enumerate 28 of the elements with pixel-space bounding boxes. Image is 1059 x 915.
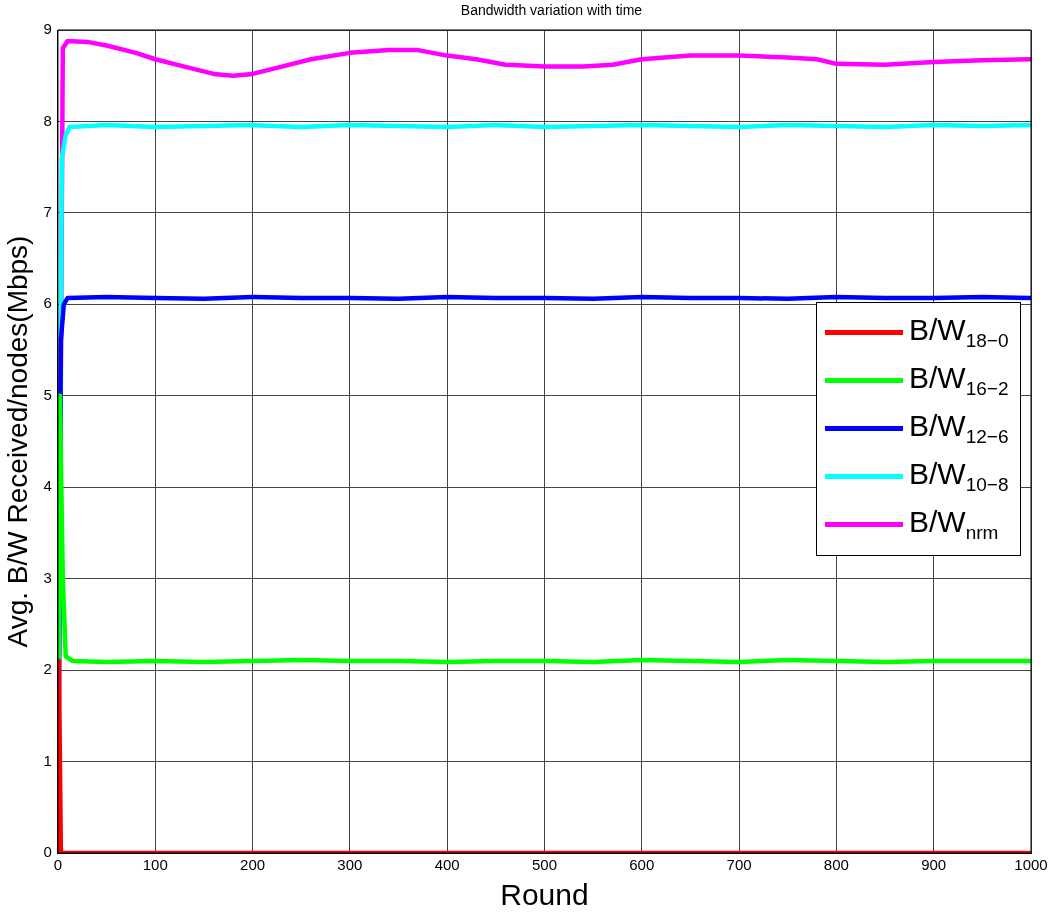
x-axis-title: Round	[500, 878, 589, 912]
legend-label: B/W$_{12−6}$	[909, 409, 1009, 449]
x-tick-label: 900	[921, 856, 947, 874]
y-tick-label: 8	[43, 111, 52, 129]
x-tick-label: 800	[823, 856, 849, 874]
legend-label: B/W$_{10−8}$	[909, 457, 1009, 497]
x-tick-label: 700	[726, 856, 752, 874]
x-tick-label: 200	[240, 856, 266, 874]
y-tick-label: 5	[43, 385, 52, 403]
x-tick-label: 1000	[1014, 856, 1048, 874]
y-tick-label: 0	[43, 843, 52, 861]
y-tick-label: 9	[43, 20, 52, 38]
y-tick-label: 6	[43, 294, 52, 312]
x-tick-label: 400	[434, 856, 460, 874]
y-axis-title: Avg. B/W Received/nodes(Mbps)	[1, 235, 33, 648]
x-tick-label: 100	[142, 856, 168, 874]
legend-label: B/W$_{16−2}$	[909, 361, 1009, 401]
y-tick-label: 7	[43, 203, 52, 221]
x-tick-label: 500	[531, 856, 557, 874]
x-tick-label: 300	[337, 856, 363, 874]
y-tick-label: 3	[43, 568, 52, 586]
legend-label: B/W$_{nrm}$	[909, 505, 999, 545]
y-tick-label: 2	[43, 660, 52, 678]
legend-label: B/W$_{18−0}$	[909, 313, 1009, 353]
x-tick-label: 600	[629, 856, 655, 874]
chart-title: Bandwidth variation with time	[459, 2, 644, 18]
y-tick-label: 4	[43, 477, 52, 495]
y-tick-label: 1	[43, 751, 52, 769]
